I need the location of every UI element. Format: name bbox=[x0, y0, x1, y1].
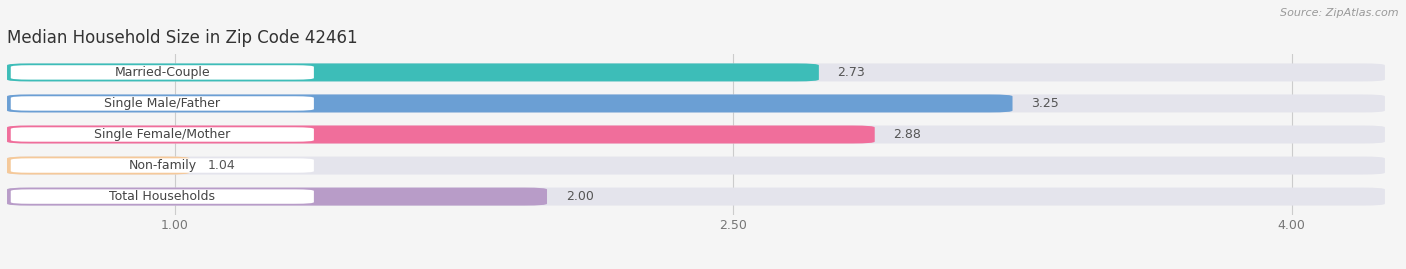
FancyBboxPatch shape bbox=[7, 157, 190, 175]
Text: Median Household Size in Zip Code 42461: Median Household Size in Zip Code 42461 bbox=[7, 29, 357, 47]
Text: 2.73: 2.73 bbox=[838, 66, 865, 79]
Text: Married-Couple: Married-Couple bbox=[114, 66, 209, 79]
FancyBboxPatch shape bbox=[7, 63, 818, 82]
FancyBboxPatch shape bbox=[11, 65, 314, 80]
FancyBboxPatch shape bbox=[11, 189, 314, 204]
FancyBboxPatch shape bbox=[7, 157, 1385, 175]
FancyBboxPatch shape bbox=[7, 187, 547, 206]
FancyBboxPatch shape bbox=[11, 127, 314, 142]
Text: Source: ZipAtlas.com: Source: ZipAtlas.com bbox=[1281, 8, 1399, 18]
FancyBboxPatch shape bbox=[7, 94, 1385, 112]
FancyBboxPatch shape bbox=[7, 187, 1385, 206]
Text: Non-family: Non-family bbox=[128, 159, 197, 172]
FancyBboxPatch shape bbox=[11, 158, 314, 173]
Text: Single Male/Father: Single Male/Father bbox=[104, 97, 221, 110]
Text: 3.25: 3.25 bbox=[1031, 97, 1059, 110]
Text: 2.88: 2.88 bbox=[893, 128, 921, 141]
FancyBboxPatch shape bbox=[7, 126, 1385, 143]
FancyBboxPatch shape bbox=[7, 126, 875, 143]
Text: Single Female/Mother: Single Female/Mother bbox=[94, 128, 231, 141]
Text: 2.00: 2.00 bbox=[565, 190, 593, 203]
FancyBboxPatch shape bbox=[11, 96, 314, 111]
FancyBboxPatch shape bbox=[7, 63, 1385, 82]
FancyBboxPatch shape bbox=[7, 94, 1012, 112]
Text: Total Households: Total Households bbox=[110, 190, 215, 203]
Text: 1.04: 1.04 bbox=[208, 159, 236, 172]
